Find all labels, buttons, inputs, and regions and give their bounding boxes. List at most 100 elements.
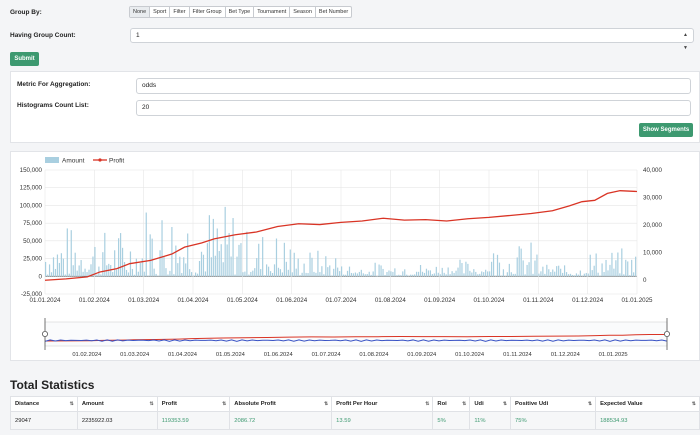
amount-bar <box>46 274 49 277</box>
y-right-tick-label: 0 <box>643 277 647 284</box>
sort-icon: ⇅ <box>222 401 227 407</box>
amount-bar <box>327 267 329 277</box>
amount-bar <box>585 272 587 277</box>
x-tick-label: 01.07.2024 <box>326 297 358 304</box>
histogram-input[interactable]: 20 <box>136 100 691 116</box>
amount-bar <box>141 258 143 277</box>
amount-profit-chart: 150,000 125,000 100,000 75,000 50,000 25,000 0… <box>20 157 671 358</box>
amount-bar <box>496 254 499 277</box>
amount-bar <box>595 253 597 277</box>
amount-bar <box>498 262 501 277</box>
column-header-profit-per-hour[interactable]: Profit Per Hour ⇅ <box>331 396 434 412</box>
amount-bar <box>427 270 430 277</box>
sort-icon: ⇅ <box>462 401 467 407</box>
sort-icon: ⇅ <box>149 401 154 407</box>
column-header-positive-udi[interactable]: Positive Udi ⇅ <box>510 396 597 412</box>
amount-bar <box>159 250 161 277</box>
amount-bar <box>68 273 70 277</box>
amount-bar <box>441 267 443 277</box>
amount-bar <box>477 274 479 277</box>
amount-bar <box>437 272 439 277</box>
amount-bar <box>487 271 489 277</box>
amount-bar <box>52 257 55 277</box>
y-left-tick-label: 125,000 <box>20 185 43 192</box>
amount-bar <box>185 263 187 277</box>
amount-bar <box>232 218 234 277</box>
navigator-amount-line <box>44 339 668 342</box>
navigator-tick-label: 01.04.2024 <box>168 352 198 358</box>
amount-bar <box>299 275 301 277</box>
group-by-option-season[interactable]: Season <box>290 7 316 17</box>
amount-bar <box>376 275 378 277</box>
column-header-roi[interactable]: Roi ⇅ <box>432 396 471 412</box>
sort-icon: ⇅ <box>587 401 593 407</box>
table-row: 29047 2235922.03 119353.59 2086.72 13.59 5% 11… <box>10 411 700 430</box>
metric-input[interactable]: odds <box>136 78 691 94</box>
amount-bar <box>145 212 147 277</box>
amount-bar <box>143 271 145 277</box>
amount-bar <box>333 268 335 277</box>
amount-bar <box>445 274 447 277</box>
amount-bar <box>167 274 169 277</box>
amount-bar <box>370 274 372 277</box>
having-group-count-label: Having Group Count: <box>10 32 76 39</box>
amount-bar <box>295 268 297 277</box>
amount-bar <box>220 244 222 277</box>
amount-bar <box>248 274 250 277</box>
amount-bar <box>198 260 201 277</box>
column-header-profit[interactable]: Profit ⇅ <box>156 396 231 412</box>
column-header-expected-value[interactable]: Expected Value ⇅ <box>595 396 700 412</box>
amount-bar <box>475 271 477 277</box>
legend-profit-marker <box>98 158 102 162</box>
amount-bar <box>346 270 349 277</box>
amount-bar <box>546 264 548 277</box>
amount-bar <box>479 273 481 277</box>
amount-bar <box>504 276 506 277</box>
column-header-distance[interactable]: Distance ⇅ <box>10 396 78 412</box>
amount-bar <box>573 275 576 277</box>
column-header-absolute-profit[interactable]: Absolute Profit ⇅ <box>229 396 333 412</box>
group-by-option-filter[interactable]: Filter <box>170 7 190 17</box>
amount-bar <box>425 268 428 277</box>
amount-bar <box>88 269 90 277</box>
group-by-option-none[interactable]: None <box>130 7 151 17</box>
column-header-label: Profit <box>161 401 177 407</box>
amount-bar <box>429 270 431 277</box>
amount-bar <box>619 273 621 277</box>
amount-bar <box>396 275 398 277</box>
amount-bar <box>303 263 305 277</box>
group-by-option-filter-group[interactable]: Filter Group <box>190 7 226 17</box>
amount-bar <box>102 252 104 277</box>
amount-bar <box>202 254 205 277</box>
amount-bar <box>183 257 185 277</box>
group-by-option-tournament[interactable]: Tournament <box>254 7 291 17</box>
amount-bar <box>394 268 396 277</box>
navigator-tick-label: 01.10.2024 <box>455 352 485 358</box>
column-header-amount[interactable]: Amount ⇅ <box>76 396 158 412</box>
amount-bar <box>214 255 216 277</box>
amount-bar <box>599 275 601 277</box>
navigator-tick-label: 01.11.2024 <box>503 352 532 358</box>
having-group-count-select[interactable]: 1 ▲ ▼ <box>130 28 694 51</box>
amount-bar <box>262 237 264 277</box>
amount-bar <box>342 274 345 277</box>
amount-bar <box>309 252 311 277</box>
group-by-option-bet-number[interactable]: Bet Number <box>318 9 349 15</box>
amount-bar <box>153 268 155 277</box>
amount-bar <box>54 268 57 277</box>
metric-label: Metric For Aggregation: <box>17 81 91 88</box>
navigator-handle[interactable] <box>664 330 671 337</box>
show-segments-button[interactable]: Show Segments <box>639 123 693 137</box>
group-by-option-sport[interactable]: Sport <box>150 7 171 17</box>
navigator-handle[interactable] <box>41 330 48 337</box>
column-header-udi[interactable]: Udi ⇅ <box>469 396 512 412</box>
group-by-option-bet-type[interactable]: Bet Type <box>226 7 255 17</box>
amount-bar <box>348 266 351 277</box>
amount-bar <box>133 274 135 277</box>
amount-bar <box>502 269 505 277</box>
submit-button[interactable]: Submit <box>10 52 39 66</box>
cell-positive-udi: 75% <box>510 411 597 430</box>
amount-bar <box>177 263 179 277</box>
amount-bar <box>244 271 246 277</box>
navigator-tick-label: 01.09.2024 <box>407 352 437 358</box>
